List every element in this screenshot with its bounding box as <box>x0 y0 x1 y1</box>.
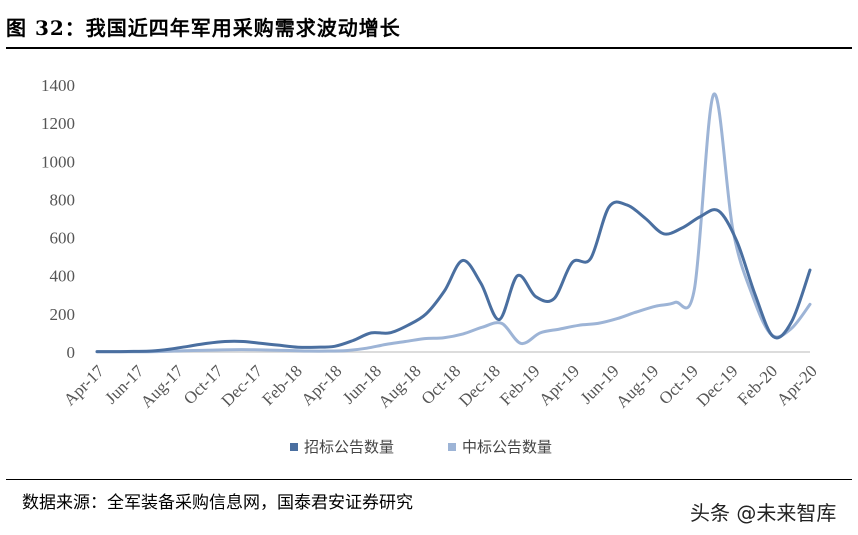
x-axis: Apr-17Jun-17Aug-17Oct-17Dec-17Feb-18Apr-… <box>60 351 821 412</box>
x-tick-label: Aug-19 <box>612 361 662 411</box>
x-tick-label: Dec-17 <box>217 361 266 410</box>
y-tick-label: 600 <box>50 229 76 248</box>
y-tick-label: 1200 <box>41 114 75 133</box>
legend-swatch <box>448 443 456 451</box>
legend-swatch <box>290 443 298 451</box>
source-note: 数据来源：全军装备采购信息网，国泰君安证券研究 <box>22 493 413 513</box>
x-tick-label: Oct-18 <box>418 361 465 408</box>
x-tick-label: Aug-18 <box>375 361 425 411</box>
y-axis: 0 200 400 600 800 1000 1200 1400 <box>41 76 75 362</box>
x-tick-label: Feb-19 <box>496 361 543 408</box>
x-tick-label: Oct-19 <box>655 361 702 408</box>
x-tick-label: Feb-20 <box>734 361 781 408</box>
y-tick-label: 1400 <box>41 76 75 95</box>
x-tick-label: Apr-17 <box>60 361 108 409</box>
legend-item-award: 中标公告数量 <box>462 438 552 456</box>
watermark: 头条 @未来智库 <box>690 501 837 525</box>
series-line-award <box>95 92 812 354</box>
source-rule <box>6 479 852 480</box>
series-line-tender <box>95 200 812 354</box>
x-tick-label: Feb-18 <box>258 361 305 408</box>
x-tick-label: Dec-19 <box>693 361 742 410</box>
line-chart: 0 200 400 600 800 1000 1200 1400 Apr-17Jun-17Au… <box>41 76 821 456</box>
title-rule <box>6 47 852 49</box>
series-lines <box>95 92 812 354</box>
y-tick-label: 0 <box>67 343 76 362</box>
y-tick-label: 200 <box>50 305 76 324</box>
chart-title: 图 32：我国近四年军用采购需求波动增长 <box>6 16 401 40</box>
legend: 招标公告数量 中标公告数量 <box>290 438 552 456</box>
y-tick-label: 1000 <box>41 152 75 171</box>
legend-item-tender: 招标公告数量 <box>304 438 394 456</box>
x-tick-label: Apr-18 <box>298 361 346 409</box>
x-tick-label: Apr-20 <box>773 361 821 409</box>
y-tick-label: 400 <box>50 267 76 286</box>
y-tick-label: 800 <box>50 190 76 209</box>
x-tick-label: Oct-17 <box>180 361 227 408</box>
x-tick-label: Dec-18 <box>455 361 504 410</box>
x-tick-label: Apr-19 <box>535 361 583 409</box>
x-tick-label: Aug-17 <box>137 361 188 412</box>
